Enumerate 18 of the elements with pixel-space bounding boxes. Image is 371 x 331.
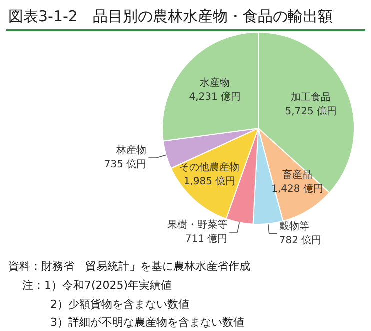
text: 3）詳細が不明な農産物を含まない数値 [50,316,244,329]
slice-label: 果樹・野菜等 [168,218,228,231]
slice-label: 水産物 [200,77,230,90]
slice-label: その他農産物 [180,162,240,174]
data-label: 711 億円 [185,232,228,245]
data-label: 1,985 億円 [184,176,236,188]
slice-label: 林産物 [116,144,147,156]
text: 注：1）令和7(2025)年実績値 [22,279,172,292]
slice-label: 畜産品 [282,169,312,182]
data-label: 4,231 億円 [189,91,242,104]
text: 資料：財務省「貿易統計」を基に農林水産省作成 [8,260,250,273]
slice-label: 穀物等 [279,220,310,232]
data-label: 782 億円 [279,234,322,246]
slice-label: 加工食品 [291,92,332,104]
chart-title: 図表3-1-2 品目別の農林水産物・食品の輸出額 [8,8,333,26]
data-label: 735 億円 [104,158,147,170]
text: 2）少額貨物を含まない数値 [50,298,190,311]
data-label: 5,725 億円 [285,106,338,118]
